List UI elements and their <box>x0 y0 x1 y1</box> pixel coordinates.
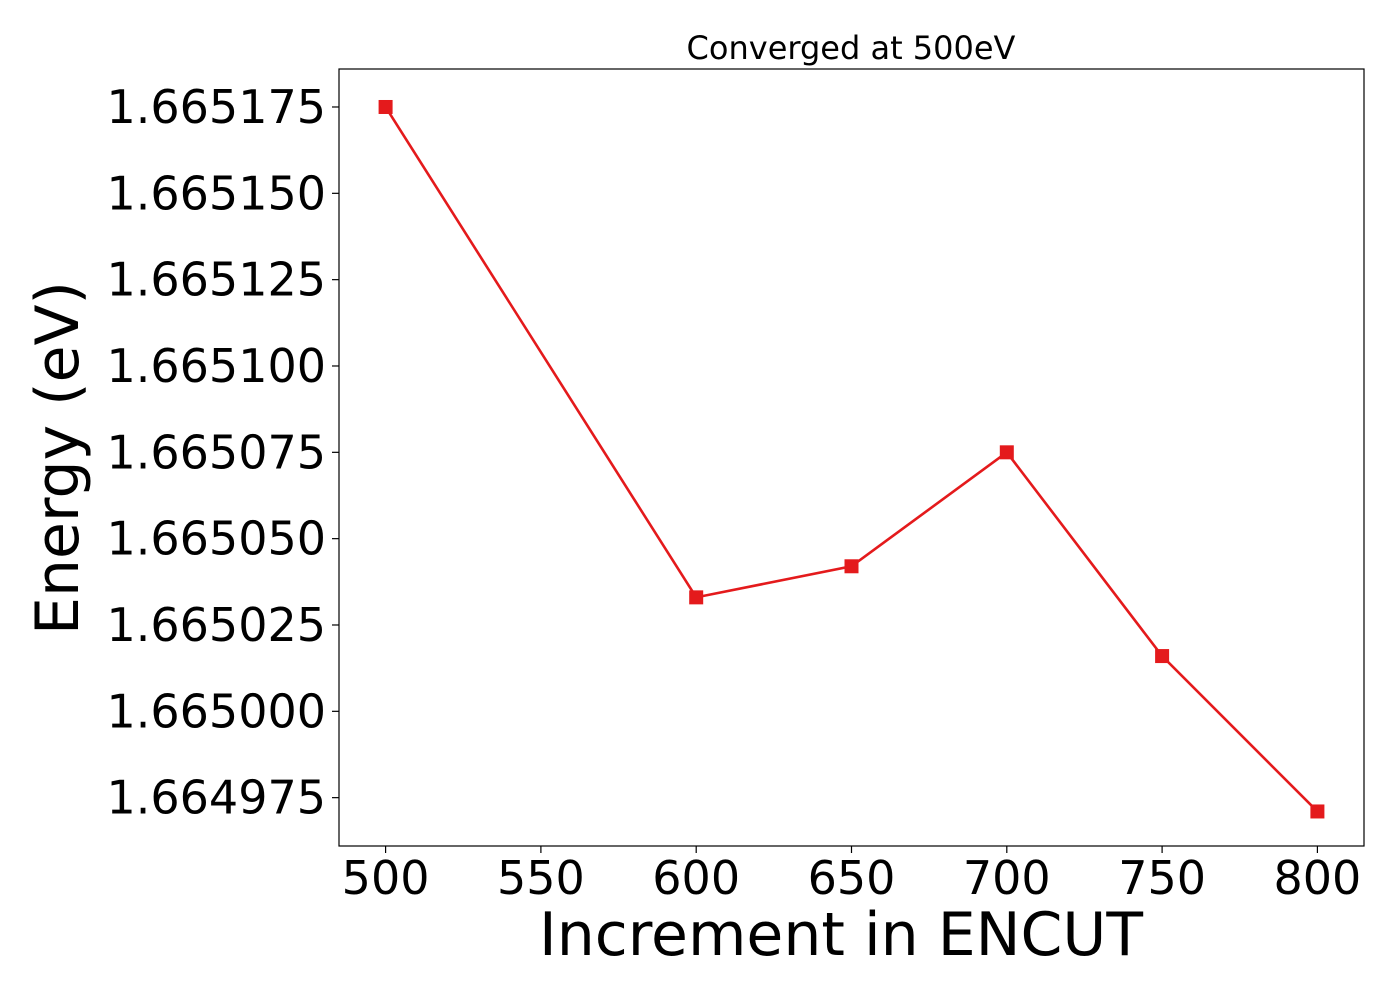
y-axis-title: Energy (eV) <box>23 281 93 635</box>
x-tick-label: 650 <box>808 851 896 905</box>
x-axis: 500 550 600 650 700 750 800 <box>342 846 1362 905</box>
x-tick-label: 500 <box>342 851 430 905</box>
x-tick-label: 700 <box>963 851 1051 905</box>
plot-area <box>338 68 1365 847</box>
y-tick-label: 1.665175 <box>107 80 327 134</box>
data-point-marker <box>844 559 859 574</box>
data-point-marker <box>689 590 704 605</box>
y-tick-label: 1.664975 <box>107 771 327 825</box>
y-tick-label: 1.665025 <box>107 598 327 652</box>
series-layer <box>378 99 1325 819</box>
x-axis-title: Increment in ENCUT <box>539 900 1143 970</box>
y-tick-label: 1.665100 <box>107 339 327 393</box>
chart-title: Converged at 500eV <box>687 29 1016 67</box>
y-tick-label: 1.665000 <box>107 684 327 738</box>
x-tick-label: 600 <box>652 851 740 905</box>
y-tick-label: 1.665075 <box>107 425 327 479</box>
data-point-marker <box>1310 804 1325 819</box>
data-point-marker <box>378 99 393 114</box>
x-tick-label: 750 <box>1118 851 1206 905</box>
y-tick-label: 1.665125 <box>107 253 327 307</box>
y-tick-label: 1.665050 <box>107 512 327 566</box>
data-point-marker <box>999 445 1014 460</box>
x-tick-label: 800 <box>1274 851 1362 905</box>
series-line <box>384 106 1319 813</box>
data-point-marker <box>1155 649 1170 664</box>
x-tick-label: 550 <box>497 851 585 905</box>
y-axis: 1.664975 1.665000 1.665025 1.665050 1.665075… <box>107 80 339 825</box>
y-tick-label: 1.665150 <box>107 166 327 220</box>
